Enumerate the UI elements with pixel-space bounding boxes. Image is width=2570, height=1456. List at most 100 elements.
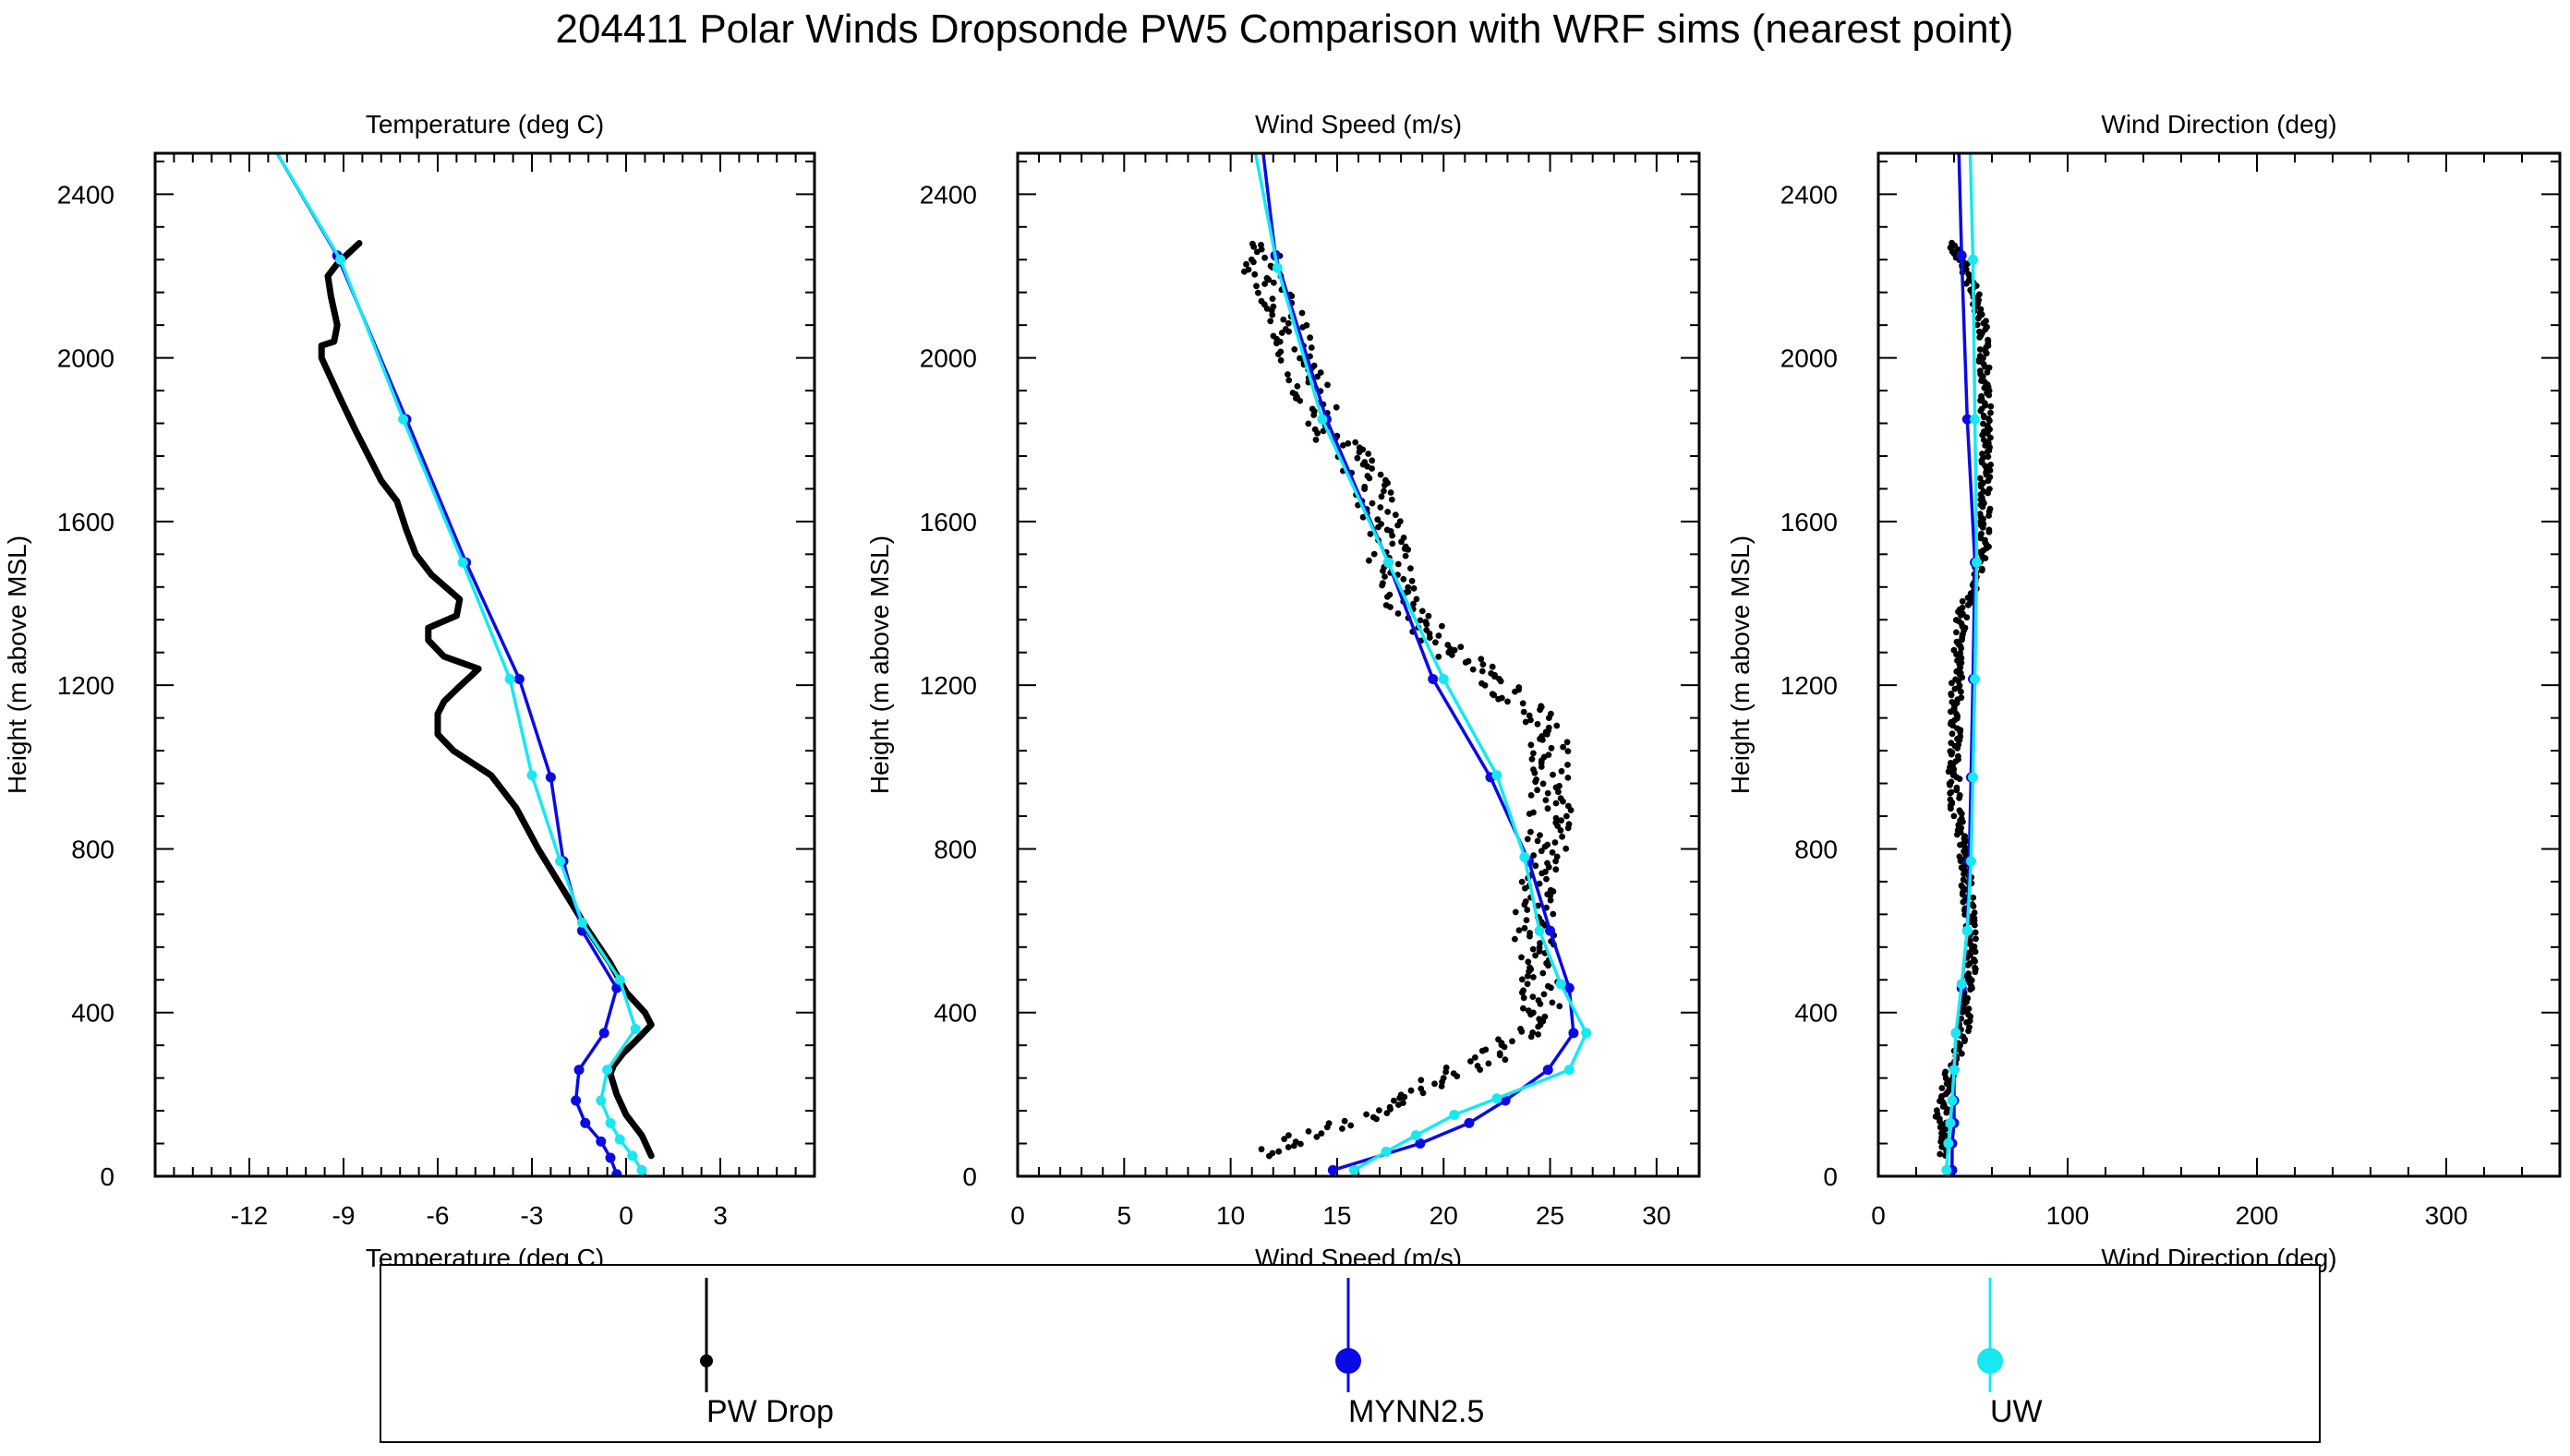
sonde-point [1976,475,1984,482]
series-point [1243,107,1253,117]
sonde-point [1253,283,1260,290]
sonde-point [1345,439,1352,447]
sonde-point [1369,457,1376,464]
sonde-point [1953,629,1960,636]
sonde-point [1400,575,1407,583]
sonde-point [1565,821,1573,828]
sonde-point [1987,403,1995,410]
series-point [1581,1028,1592,1039]
sonde-point [1245,266,1252,273]
sonde-point [1552,866,1560,873]
legend-marker [1977,1348,2003,1374]
series-point [1970,414,1981,425]
sonde-point [1520,1005,1526,1012]
legend-label: PW Drop [706,1394,834,1429]
sonde-point [1515,927,1523,933]
series-point [1953,107,1963,117]
series-point [398,414,409,425]
sonde-point [1339,1125,1345,1132]
sonde-point [1269,295,1276,302]
sonde-point [1950,646,1958,654]
sonde-point [1558,767,1565,775]
sonde-point [1457,644,1465,651]
sonde-point [1563,739,1571,746]
sonde-point [1535,997,1542,1004]
sonde-point [1270,279,1277,286]
sonde-point [1258,241,1264,248]
sonde-point [1400,535,1407,541]
sonde-point [1976,346,1984,353]
series-point [1327,1164,1338,1175]
panel-title: Wind Direction (deg) [2101,110,2336,138]
sonde-point [1383,526,1391,534]
sonde-point [1527,828,1534,836]
sonde-point [1987,409,1994,416]
sonde-point [1965,1005,1973,1012]
series-point [598,1028,609,1039]
sonde-point [1548,744,1555,752]
plot-area [1241,107,1592,1175]
series-point [1970,674,1981,685]
sonde-point [1478,680,1485,687]
sonde-point [1984,368,1991,376]
series-line [318,240,655,1160]
sonde-point [1972,929,1979,936]
sonde-point [1314,373,1321,380]
series-point [1491,1093,1502,1104]
sonde-point [1563,845,1570,852]
sonde-point [1488,670,1495,677]
sonde-point [1530,852,1538,859]
series-point [1555,979,1566,990]
sonde-point [1465,657,1472,665]
series-point [513,674,525,685]
y-tick-label: 1200 [1780,671,1838,700]
series-point [630,1023,641,1034]
sonde-point [1948,788,1955,796]
y-tick-label: 2400 [57,180,115,209]
sonde-point [1387,489,1394,496]
sonde-point [1374,516,1382,523]
sonde-point [1382,602,1390,608]
sonde-point [1558,817,1565,824]
sonde-point [1937,1150,1944,1158]
y-tick-label: 400 [1794,999,1838,1028]
sonde-point [1285,377,1293,384]
sonde-point [1478,656,1485,663]
sonde-point [1538,703,1545,710]
sonde-point [1530,974,1537,981]
sonde-point [1263,274,1271,282]
sonde-point [1285,319,1292,327]
sonde-point [1489,663,1496,670]
sonde-point [1524,836,1531,843]
series-point [614,974,625,985]
y-tick-label: 1600 [57,508,115,536]
sonde-point [1980,361,1987,367]
sonde-point [1291,346,1298,353]
sonde-point [1529,993,1537,1000]
sonde-point [1310,362,1318,369]
plot-area [1932,107,1995,1175]
sonde-point [1543,875,1550,883]
y-tick-label: 1600 [1780,508,1838,536]
sonde-point [1530,766,1537,773]
sonde-point [1495,1036,1502,1043]
series-point [1965,856,1976,867]
sonde-point [1285,371,1291,378]
series-point [1563,1065,1575,1076]
sonde-point [1376,1107,1382,1113]
sonde-point [1255,289,1261,296]
x-tick-label: 200 [2236,1201,2279,1230]
x-tick-label: 5 [1117,1201,1132,1230]
series-point [1415,1138,1426,1149]
sonde-point [1425,612,1432,620]
sonde-point [1297,355,1303,362]
x-tick-label: 25 [1536,1201,1564,1230]
sonde-point [1356,444,1363,451]
series-pw-drop [318,240,655,1160]
sonde-point [1541,1013,1549,1020]
sonde-point [1333,403,1340,411]
sonde-point [1980,437,1987,443]
sonde-point [1354,454,1361,462]
y-tick-label: 0 [1823,1162,1838,1191]
sonde-point [1519,700,1526,707]
